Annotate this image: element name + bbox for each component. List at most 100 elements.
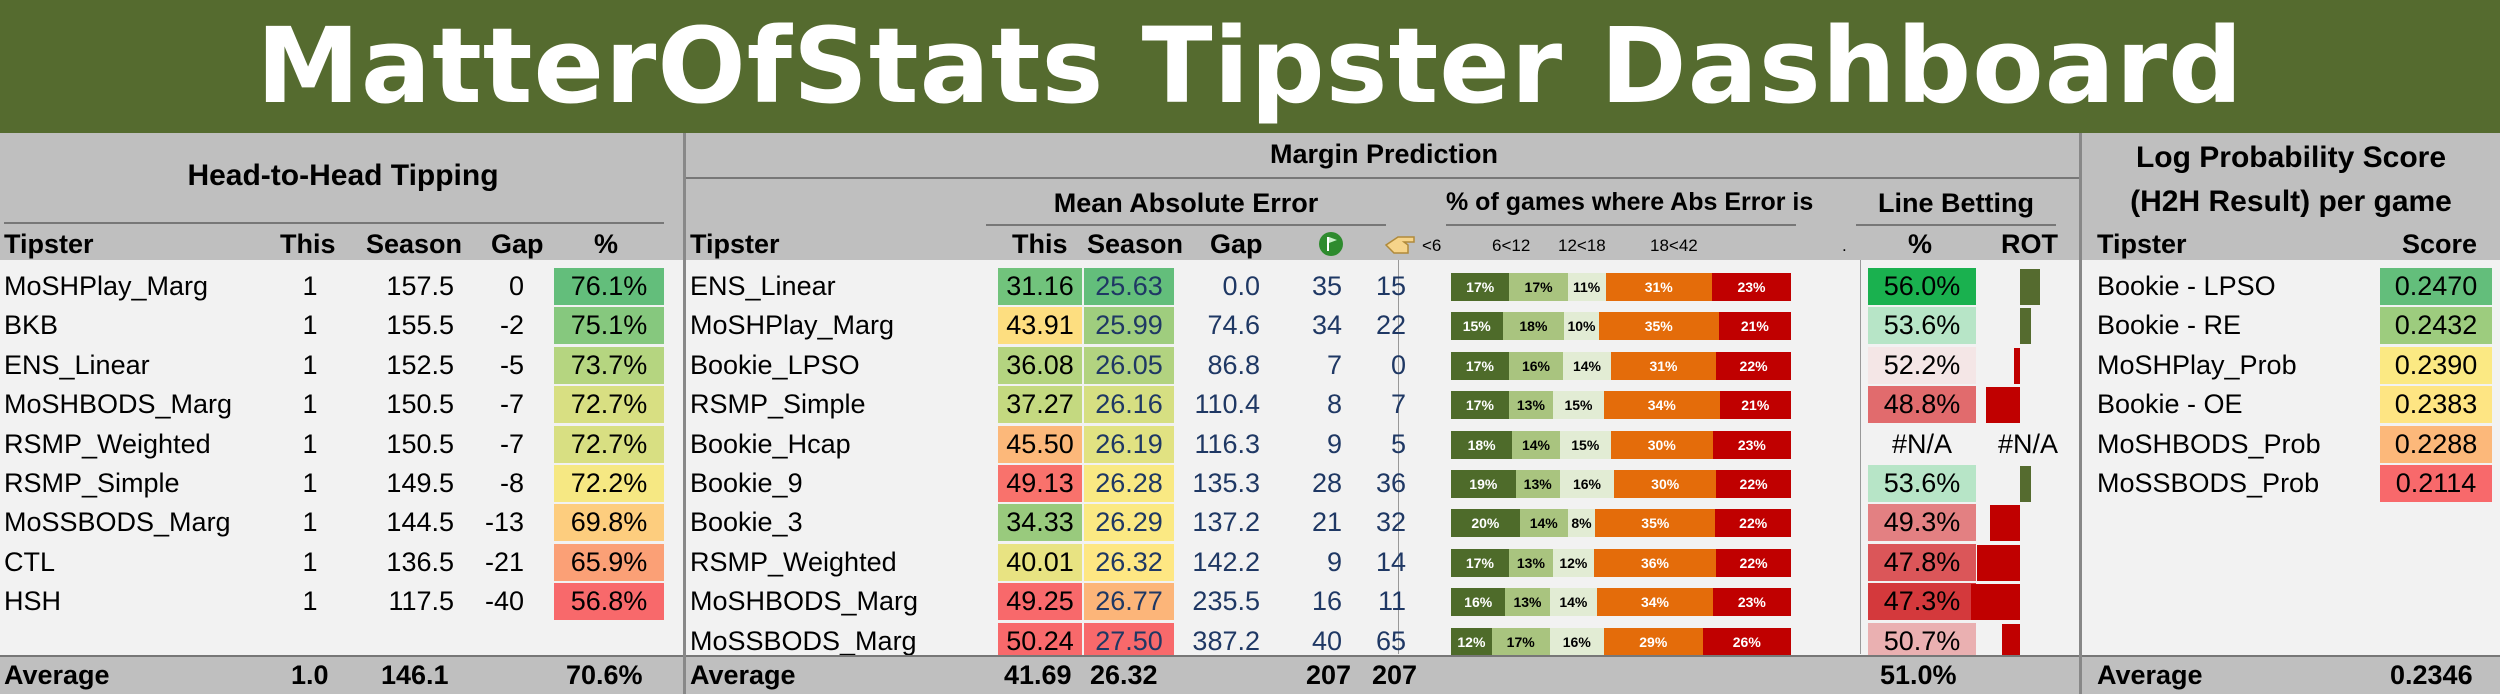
h2h-row-this: 1 <box>302 389 318 420</box>
h2h-row-gap: -7 <box>499 389 524 420</box>
margin-row-count-a: 28 <box>1311 468 1342 498</box>
rot-bar <box>1970 584 2020 621</box>
log-heading-line2: (H2H Result) per game <box>2130 185 2452 218</box>
log-row-tipster: Bookie - LPSO <box>2097 271 2276 301</box>
abs-error-bar: 15% 18% 10% 35% 21% <box>1451 312 1791 341</box>
abs-error-segment-5: 23% <box>1711 273 1791 301</box>
h2h-row-season: 152.5 <box>386 349 454 380</box>
margin-row-season: 25.63 <box>1084 268 1174 305</box>
hand-pointer-icon <box>1384 233 1418 262</box>
margin-row-season: 27.50 <box>1084 622 1174 660</box>
line-betting-pct: #N/A <box>1891 428 1953 459</box>
margin-row-gap: 235.5 <box>1192 586 1260 617</box>
abs-error-bar: 18% 14% 15% 30% 23% <box>1451 430 1791 459</box>
h2h-heading: Head-to-Head Tipping <box>187 159 499 192</box>
rot-bar <box>1985 387 2020 424</box>
margin-row-count-a: 40 <box>1311 625 1342 656</box>
h2h-row-this: 1 <box>302 507 318 538</box>
abs-error-segment-4: 36% <box>1593 548 1717 577</box>
margin-col-season: Season <box>1087 229 1184 259</box>
h2h-heading-divider <box>4 222 664 224</box>
abs-error-segment-3: 15% <box>1552 391 1604 420</box>
margin-row-season: 26.19 <box>1084 425 1174 463</box>
h2h-row-tipster: MoSHBODS_Marg <box>4 389 233 420</box>
margin-row-tipster: ENS_Linear <box>690 271 836 301</box>
h2h-row-season: 157.5 <box>386 271 454 301</box>
mae-heading-divider <box>986 224 1386 226</box>
margin-row-tipster: MoSHPlay_Marg <box>690 310 895 341</box>
h2h-row-tipster: HSH <box>4 586 62 617</box>
margin-row-tipster: Bookie_Hcap <box>690 428 851 459</box>
margin-row-gap: 110.4 <box>1194 389 1260 420</box>
margin-row-tipster: MoSHBODS_Marg <box>690 586 919 617</box>
h2h-average-band <box>0 655 683 694</box>
line-betting-heading: Line Betting <box>1878 188 2034 218</box>
margin-row-season: 26.05 <box>1084 346 1174 384</box>
log-probability-panel: Log Probability Score (H2H Result) per g… <box>2082 133 2500 694</box>
abs-error-segment-1: 15% <box>1451 312 1503 341</box>
margin-row-gap: 387.2 <box>1192 625 1260 656</box>
margin-row-this: 34.33 <box>998 504 1082 542</box>
abs-error-bar: 20% 14% 8% 35% 22% <box>1451 509 1791 538</box>
abs-error-segment-2: 13% <box>1515 470 1560 498</box>
h2h-row-gap: -5 <box>499 349 524 380</box>
h2h-row-gap: -40 <box>484 586 524 617</box>
abs-error-segment-5: 22% <box>1715 509 1791 538</box>
margin-row-this: 49.25 <box>998 583 1082 621</box>
h2h-row-this: 1 <box>302 271 318 301</box>
abs-error-segment-5: 23% <box>1712 588 1791 617</box>
margin-row-this: 37.27 <box>998 386 1082 424</box>
h2h-row-tipster: RSMP_Weighted <box>4 428 211 459</box>
abs-error-segment-4: 30% <box>1610 430 1713 459</box>
abs-error-segment-4: 34% <box>1603 391 1720 420</box>
abs-error-bar: 16% 13% 14% 34% 23% <box>1451 588 1791 617</box>
margin-average-season: 26.32 <box>1090 660 1158 690</box>
h2h-row-season: 117.5 <box>388 586 454 617</box>
line-betting-pct: 53.6% <box>1868 307 1976 345</box>
margin-row-gap: 135.3 <box>1192 468 1260 498</box>
margin-row-season: 26.29 <box>1084 504 1174 542</box>
margin-row-count-a: 7 <box>1326 349 1342 380</box>
margin-row-this: 50.24 <box>998 622 1082 660</box>
abs-error-segment-3: 14% <box>1563 351 1611 380</box>
log-row-score: 0.2432 <box>2380 307 2492 345</box>
h2h-row-pct: 76.1% <box>554 268 664 305</box>
abs-error-heading: % of games where Abs Error is <box>1446 188 1814 216</box>
abs-error-segment-5: 21% <box>1718 312 1791 341</box>
abs-error-segment-3: 15% <box>1559 430 1611 459</box>
line-betting-pct: 50.7% <box>1868 622 1976 660</box>
abs-error-segment-1: 12% <box>1451 627 1492 656</box>
margin-row-gap: 142.2 <box>1192 546 1260 577</box>
h2h-row-season: 155.5 <box>386 310 454 341</box>
abs-error-segment-1: 17% <box>1451 391 1509 420</box>
log-heading-line1: Log Probability Score <box>2135 141 2447 174</box>
h2h-panel: Head-to-Head Tipping Tipster This Season… <box>0 133 686 694</box>
margin-row-count-b: 22 <box>1375 310 1406 341</box>
margin-row-this: 49.13 <box>998 465 1082 502</box>
margin-row-count-a: 35 <box>1311 271 1342 301</box>
margin-row-count-a: 9 <box>1326 428 1342 459</box>
margin-row-gap: 86.8 <box>1207 349 1260 380</box>
green-flag-icon <box>1318 231 1344 262</box>
margin-row-tipster: RSMP_Weighted <box>690 546 897 577</box>
log-average-label: Average <box>2097 660 2203 690</box>
log-row-score: 0.2383 <box>2380 386 2492 424</box>
rot-bar <box>2014 347 2020 384</box>
abs-error-segment-4: 29% <box>1603 627 1703 656</box>
line-betting-pct: 47.8% <box>1868 543 1976 581</box>
h2h-row-pct: 75.1% <box>554 307 664 345</box>
mae-heading: Mean Absolute Error <box>1053 188 1319 218</box>
abs-error-segment-1: 17% <box>1451 273 1510 301</box>
abs-error-segment-2: 13% <box>1508 391 1553 420</box>
margin-row-gap: 74.6 <box>1207 310 1260 341</box>
margin-row-season: 26.16 <box>1084 386 1174 424</box>
log-col-tipster: Tipster <box>2097 229 2187 259</box>
h2h-row-tipster: ENS_Linear <box>4 349 150 380</box>
abs-error-segment-3: 8% <box>1567 509 1596 538</box>
abs-error-segment-5: 21% <box>1719 391 1791 420</box>
h2h-row-gap: -13 <box>484 507 524 538</box>
line-betting-left-border <box>1860 260 1861 654</box>
abs-error-segment-3: 12% <box>1552 548 1594 577</box>
line-betting-heading-divider <box>1856 224 2056 226</box>
margin-row-season: 25.99 <box>1084 307 1174 345</box>
